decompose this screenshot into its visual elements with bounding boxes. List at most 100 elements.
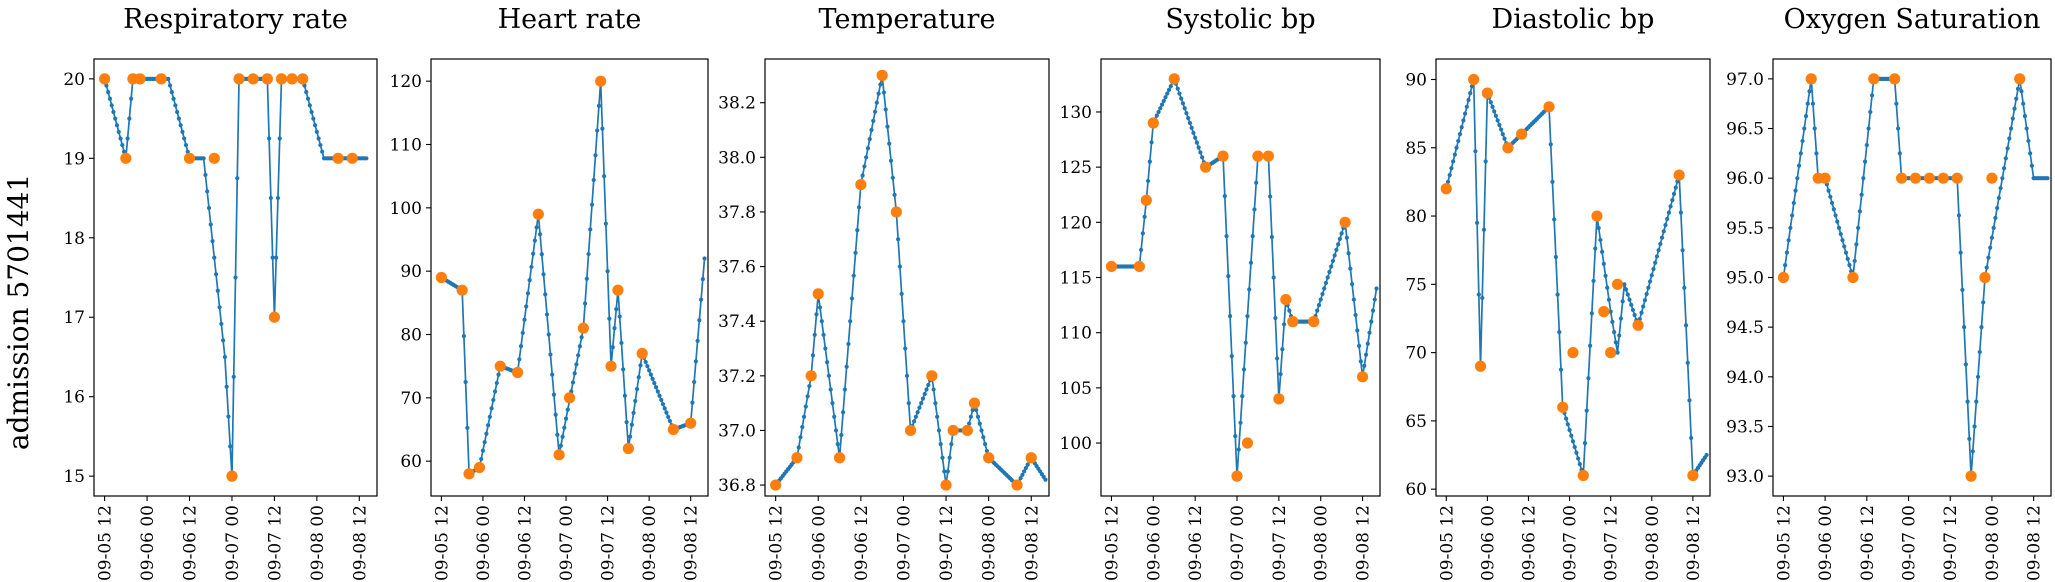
interp-point — [496, 372, 501, 377]
interp-point — [1463, 111, 1468, 116]
y-tick-label: 38.2 — [718, 94, 756, 114]
interp-point — [817, 305, 823, 310]
interp-point — [1166, 87, 1172, 92]
interp-point — [652, 380, 657, 386]
observation-marker — [155, 73, 167, 85]
x-tick-label: 09-08 12 — [1684, 505, 1704, 581]
interp-point — [1273, 315, 1278, 321]
interp-point — [205, 189, 210, 194]
interp-point — [1447, 172, 1452, 178]
interp-point — [1564, 416, 1569, 421]
interp-point — [1608, 309, 1613, 314]
interp-point — [217, 305, 222, 310]
interp-point — [1245, 314, 1250, 319]
interp-point — [647, 368, 652, 373]
interp-point — [1620, 299, 1625, 304]
y-tick-label: 16 — [63, 388, 85, 408]
interp-point — [826, 373, 832, 378]
observation-marker — [1611, 278, 1624, 290]
observation-marker — [1133, 260, 1145, 273]
interp-point — [702, 256, 707, 261]
interp-point — [1591, 278, 1596, 284]
panel-4: Systolic bp 100 105 110 115 120 125 130 09-05 12… — [1060, 4, 1381, 581]
interp-point — [311, 116, 316, 121]
interp-point — [1372, 297, 1377, 302]
interp-point — [607, 316, 612, 321]
y-tick-label: 125 — [1060, 158, 1092, 178]
interp-point — [888, 158, 894, 163]
interp-point — [228, 444, 233, 449]
interp-point — [235, 176, 240, 181]
x-tick-label: 09-06 12 — [515, 505, 535, 581]
interp-point — [364, 156, 369, 161]
interp-point — [1835, 219, 1840, 224]
interp-point — [1147, 159, 1152, 164]
interp-point — [1252, 207, 1257, 212]
interp-point — [1979, 325, 1984, 330]
interp-point — [856, 205, 862, 210]
x-tick-label: 09-06 12 — [1186, 505, 1206, 581]
interp-point — [807, 383, 812, 389]
interp-point — [565, 407, 570, 412]
interp-point — [645, 364, 650, 369]
interp-point — [215, 288, 220, 293]
interp-point — [1023, 465, 1029, 471]
observation-marker — [1923, 172, 1935, 184]
y-tick-label: 120 — [390, 72, 422, 92]
y-tick-label: 15 — [63, 467, 85, 487]
interp-point — [821, 332, 826, 337]
observation-marker — [667, 423, 679, 436]
interp-point — [933, 401, 938, 406]
observation-marker — [1577, 469, 1589, 482]
interp-point — [1198, 150, 1203, 155]
interp-point — [127, 116, 132, 121]
interp-point — [968, 414, 974, 419]
interp-point — [1586, 376, 1591, 381]
interp-point — [657, 393, 662, 398]
x-tick-label: 09-07 12 — [599, 505, 619, 581]
interp-point — [558, 443, 563, 448]
interp-point — [169, 90, 174, 95]
observation-marker — [99, 73, 111, 85]
interp-point — [1960, 287, 1965, 293]
interp-point — [653, 385, 659, 390]
interp-point — [1666, 210, 1671, 215]
interp-point — [1572, 444, 1577, 450]
interp-point — [551, 392, 557, 397]
interp-point — [1358, 359, 1363, 364]
x-tick-label: 09-07 12 — [1941, 505, 1961, 581]
interp-point — [634, 387, 640, 392]
y-tick-label: 85 — [1405, 139, 1427, 159]
interp-point — [1240, 394, 1245, 399]
interp-point — [562, 425, 567, 430]
observation-marker — [346, 152, 358, 164]
interp-point — [849, 296, 855, 301]
interp-point — [1184, 111, 1189, 116]
interp-point — [1495, 118, 1500, 123]
interp-point — [1991, 225, 1996, 230]
observation-marker — [904, 424, 917, 437]
interp-point — [1869, 93, 1875, 98]
interp-point — [862, 164, 867, 169]
interp-point — [268, 195, 273, 201]
interp-point — [489, 406, 494, 411]
panel-5: Diastolic bp 60 65 70 75 80 85 90 09-05 12 09-06 … — [1405, 4, 1711, 581]
interp-point — [883, 107, 888, 112]
x-tick-label: 09-08 12 — [682, 505, 702, 581]
interp-point — [1630, 307, 1636, 313]
observation-marker — [805, 370, 817, 382]
interp-point — [1647, 279, 1653, 284]
x-tick-label: 09-05 12 — [1774, 505, 1794, 581]
observation-marker — [1287, 316, 1299, 328]
x-tick-label: 09-05 12 — [432, 505, 452, 581]
interp-point — [1598, 237, 1603, 243]
interp-point — [1250, 234, 1255, 239]
observation-marker — [247, 73, 259, 85]
interp-point — [1574, 450, 1579, 455]
interp-point — [1894, 101, 1899, 106]
interp-point — [577, 344, 582, 349]
observation-marker — [1502, 142, 1514, 154]
interp-point — [945, 469, 950, 474]
interp-point — [896, 237, 901, 242]
observation-marker — [926, 370, 938, 382]
